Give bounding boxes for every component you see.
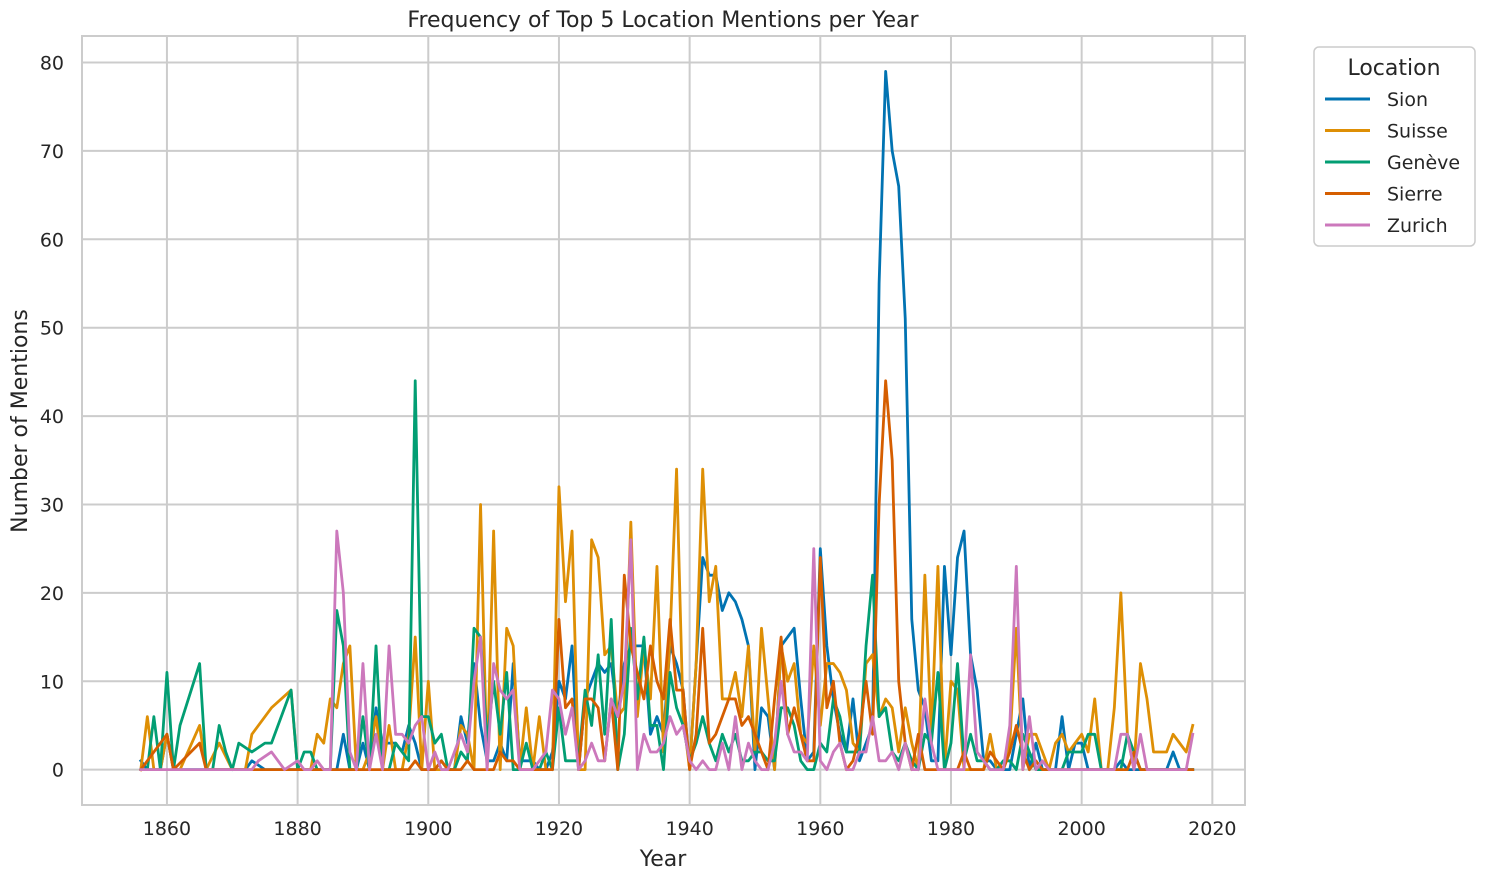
x-tick-label: 2020 [1188,818,1236,840]
y-tick-label: 20 [40,583,64,605]
x-tick-label: 1940 [665,818,713,840]
y-tick-label: 70 [40,141,64,163]
legend-label: Sion [1387,89,1428,111]
legend-item: Suisse [1325,121,1448,143]
legend-item: Zurich [1325,215,1448,237]
legend-box [1313,46,1476,247]
x-tick-label: 1920 [535,818,583,840]
x-tick-label: 1860 [143,818,191,840]
legend-title: Location [1347,56,1440,81]
y-axis-label: Number of Mentions [8,309,33,533]
series-layer [138,69,1195,772]
y-tick-label: 30 [40,494,64,516]
y-tick-label: 80 [40,53,64,75]
legend: Location Sion Suisse Genève Sierre Zurich [1313,46,1476,247]
legend-label: Sierre [1387,184,1443,206]
legend-item: Sion [1325,89,1428,111]
x-tick-label: 2000 [1057,818,1105,840]
y-tick-labels: 0 10 20 30 40 50 60 70 80 [40,53,64,782]
x-tick-labels: 1860 1880 1900 1920 1940 1960 1980 2000 2020 [143,818,1237,840]
x-axis-label: Year [639,847,688,872]
x-tick-label: 1980 [927,818,975,840]
legend-label: Suisse [1387,121,1448,143]
legend-items: Sion Suisse Genève Sierre Zurich [1325,89,1460,237]
y-tick-label: 10 [40,671,64,693]
legend-label: Zurich [1387,215,1448,237]
chart-title: Frequency of Top 5 Location Mentions per… [407,8,919,33]
series-line-zurich [139,529,1195,772]
legend-item: Genève [1325,152,1460,174]
series-line-sion [138,69,1195,772]
x-tick-label: 1880 [273,818,321,840]
y-tick-label: 50 [40,318,64,340]
y-tick-label: 60 [40,229,64,251]
y-tick-label: 0 [52,760,64,782]
x-tick-label: 1960 [796,818,844,840]
x-tick-label: 1900 [404,818,452,840]
legend-item: Sierre [1325,184,1443,206]
plot-frame [81,35,1246,806]
legend-label: Genève [1387,152,1460,174]
y-tick-label: 40 [40,406,64,428]
